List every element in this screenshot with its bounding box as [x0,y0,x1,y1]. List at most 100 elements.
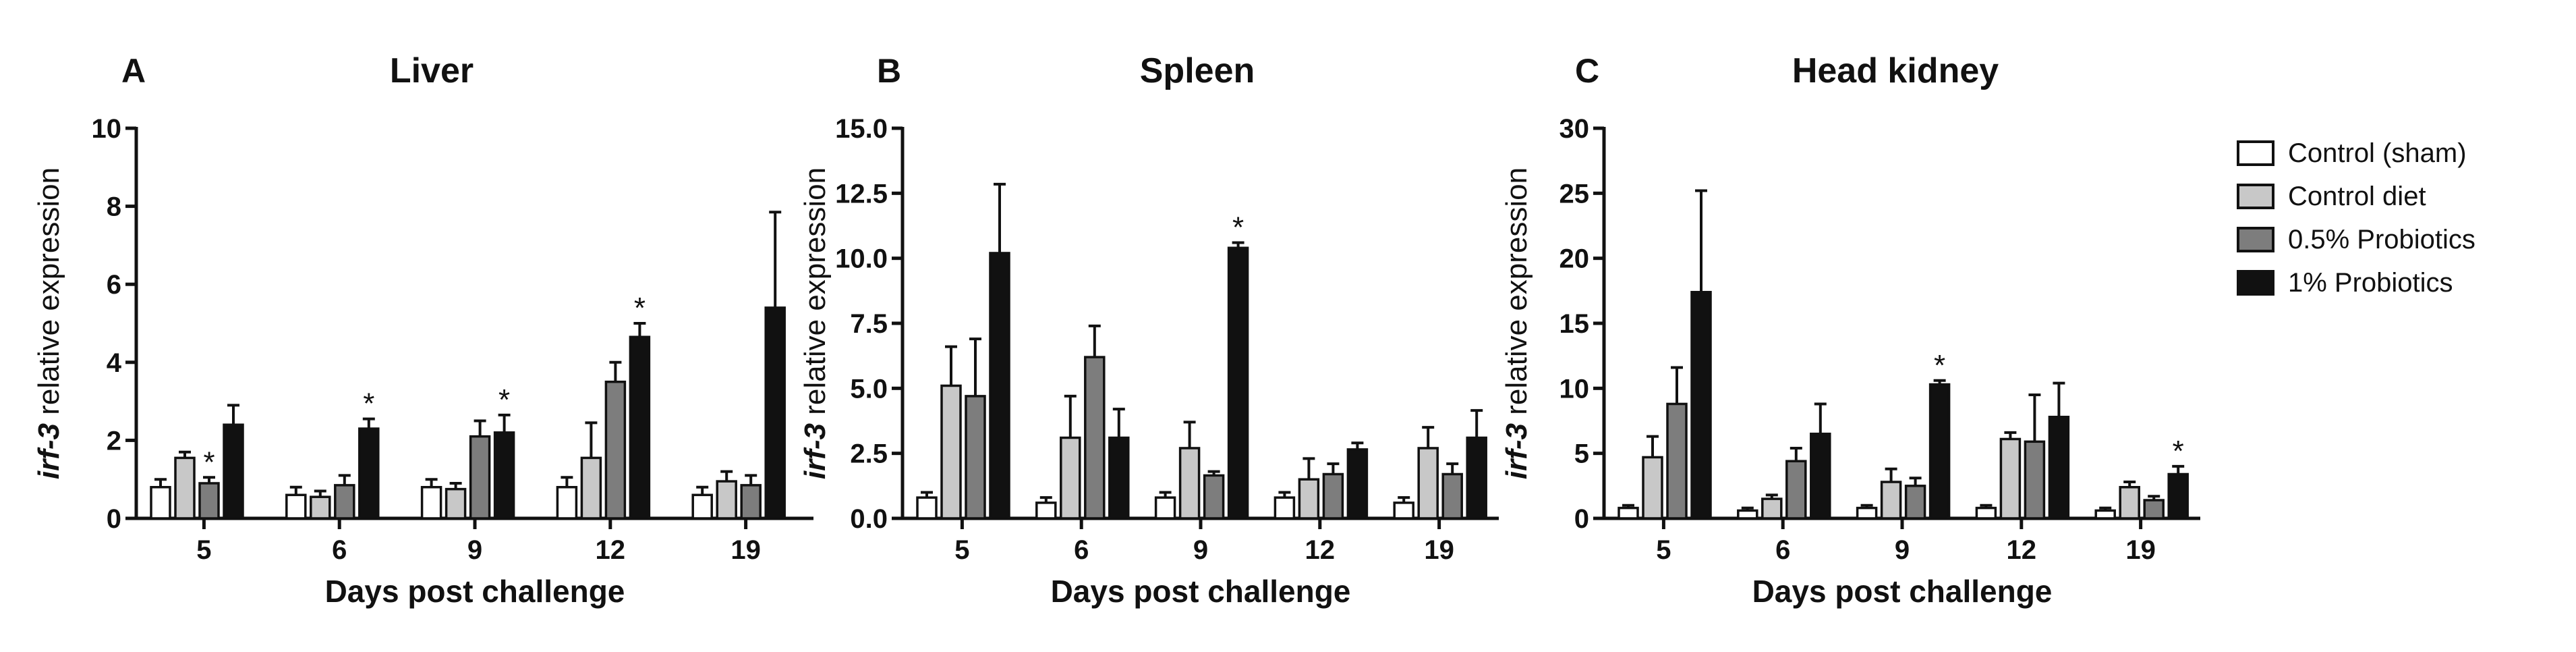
y-tick-label: 10 [92,114,122,144]
bar [1810,433,1831,520]
x-tick-label: 12 [2007,535,2037,565]
chart-panels: A Liver 0 2 4 6 8 10 irf-3 relative expression * 5… [32,51,2200,609]
x-tick-label: 5 [196,535,211,565]
bar [580,456,602,520]
y-tick-label: 5.0 [850,374,888,404]
bar [1904,485,1926,520]
bar [916,496,938,520]
significance-star: * [498,383,510,416]
bar [1642,456,1663,520]
y-tick-label: 4 [107,348,122,378]
bar [2024,440,2046,520]
bar [1856,506,1878,520]
y-axis-label-text: relative expression [32,167,65,423]
legend-item: 0.5% Probiotics [2237,225,2475,254]
legend-swatch [2237,184,2274,209]
panel-letter: A [121,52,146,90]
bar [1618,506,1639,520]
bar [2167,472,2189,520]
y-tick-label: 6 [107,270,121,300]
y-tick-label: 7.5 [850,309,888,339]
bar [1928,383,1951,520]
bar [1690,291,1712,520]
bar [1178,447,1201,520]
bar [1737,509,1758,520]
bar [629,335,651,520]
y-tick-label: 2.5 [850,439,888,469]
panel-A: A Liver 0 2 4 6 8 10 irf-3 relative expression * 5… [32,51,813,609]
bar [1785,460,1807,520]
legend-item: Control diet [2237,182,2426,211]
x-tick-label: 9 [467,535,482,565]
y-tick-label: 10 [1559,374,1590,404]
bar [1060,436,1081,520]
y-tick-label: 0 [1574,504,1589,534]
bar [556,486,578,520]
x-tick-label: 5 [1656,535,1671,565]
y-tick-label: 25 [1559,179,1590,209]
x-tick-label: 9 [1895,535,1910,565]
bar [604,380,627,520]
bar [150,486,171,520]
legend-swatch [2237,270,2274,296]
bar [1880,481,1902,520]
x-tick-label: 19 [731,535,761,565]
y-tick-label: 10.0 [835,244,888,274]
y-tick-label: 5 [1574,439,1589,469]
significance-star: * [363,387,374,420]
x-tick-label: 5 [954,535,969,565]
bar [285,493,307,520]
panel-title: Spleen [1140,51,1255,90]
x-tick-label: 12 [1305,535,1336,565]
significance-star: * [1232,211,1244,244]
y-axis-label-gene: irf-3 [799,423,832,479]
bar [764,306,786,520]
panel-C: C Head kidney 0 5 10 15 20 25 30 irf-3 relative e… [1500,51,2200,609]
bar [1322,472,1344,520]
x-tick-label: 6 [1074,535,1089,565]
bar [2143,499,2165,520]
y-tick-label: 2 [107,426,121,456]
x-tick-label: 6 [332,535,347,565]
panel-letter: B [877,52,901,90]
y-axis-label-gene: irf-3 [32,423,65,479]
bar [1393,501,1414,520]
bar [310,495,331,520]
bar [334,484,355,520]
panel-letter: C [1575,52,1599,90]
bar [223,423,244,520]
bar [469,435,491,520]
x-tick-label: 19 [2125,535,2156,565]
x-axis-label: Days post challenge [325,574,625,609]
y-axis-label: irf-3 relative expression [799,167,832,479]
legend-item: 1% Probiotics [2237,268,2453,298]
y-tick-label: 12.5 [835,179,888,209]
legend-label: 1% Probiotics [2288,268,2453,298]
y-tick-label: 0 [107,504,121,534]
y-axis-label: irf-3 relative expression [1500,167,1533,479]
bar [493,431,515,520]
legend-item: Control (sham) [2237,138,2467,168]
bar [1084,356,1106,520]
y-axis-label-text: relative expression [1500,167,1533,423]
bar [1035,501,1057,520]
legend-label: 0.5% Probiotics [2288,225,2475,254]
bar [1273,496,1296,520]
bar [420,486,442,520]
bar [1298,478,1320,520]
bar [1761,497,1783,520]
bar [1441,472,1463,520]
legend: Control (sham) Control diet 0.5% Probiotic… [2237,138,2475,298]
legend-label: Control (sham) [2288,138,2467,168]
bar [1666,402,1688,520]
y-tick-label: 30 [1559,114,1590,144]
x-tick-label: 12 [596,535,626,565]
x-tick-label: 19 [1424,535,1454,565]
bar [1203,474,1225,520]
y-tick-label: 15.0 [835,114,888,144]
bar [174,456,196,520]
significance-star: * [634,292,646,325]
x-tick-label: 9 [1193,535,1208,565]
legend-swatch [2237,227,2274,252]
